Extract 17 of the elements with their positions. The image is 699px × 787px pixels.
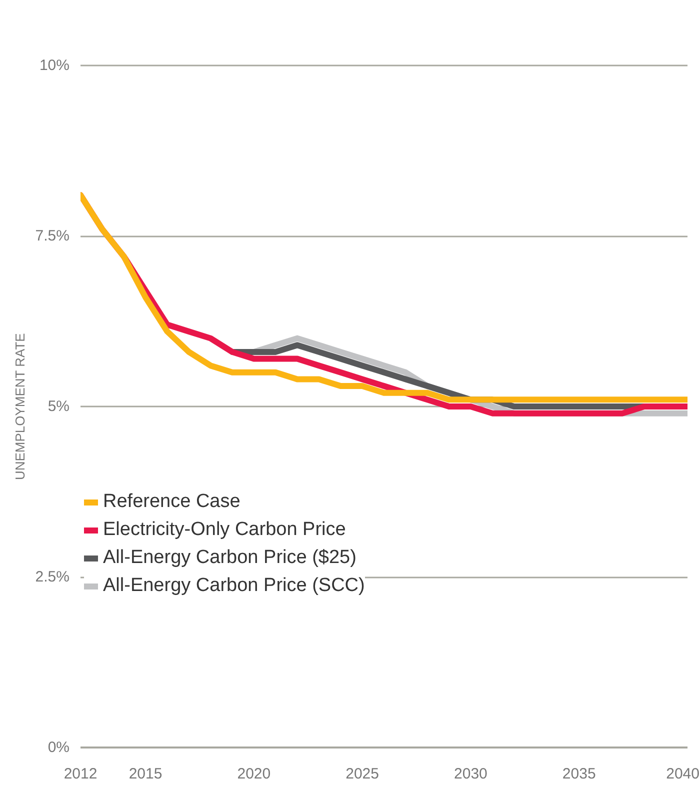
x-tick-label: 2015 [128,766,162,782]
y-tick-label: 7.5% [35,228,70,244]
y-tick-label: 5% [48,398,70,415]
x-tick-label: 2040 [666,766,699,782]
legend-label: Reference Case [103,491,240,513]
x-tick-label: 2025 [346,766,380,782]
legend-label: Electricity-Only Carbon Price [103,519,346,541]
y-tick-label: 10% [39,57,70,74]
y-tick-label: 0% [48,739,70,756]
legend-label: All-Energy Carbon Price (SCC) [103,575,365,597]
y-axis-title: UNEMPLOYMENT RATE [12,332,28,480]
x-tick-label: 2035 [562,766,596,782]
x-tick-label: 2030 [454,766,488,782]
legend-label: All-Energy Carbon Price ($25) [103,547,356,569]
y-tick-label: 2.5% [35,568,70,586]
x-tick-label: 2012 [64,766,98,782]
x-tick-label: 2020 [237,766,271,782]
